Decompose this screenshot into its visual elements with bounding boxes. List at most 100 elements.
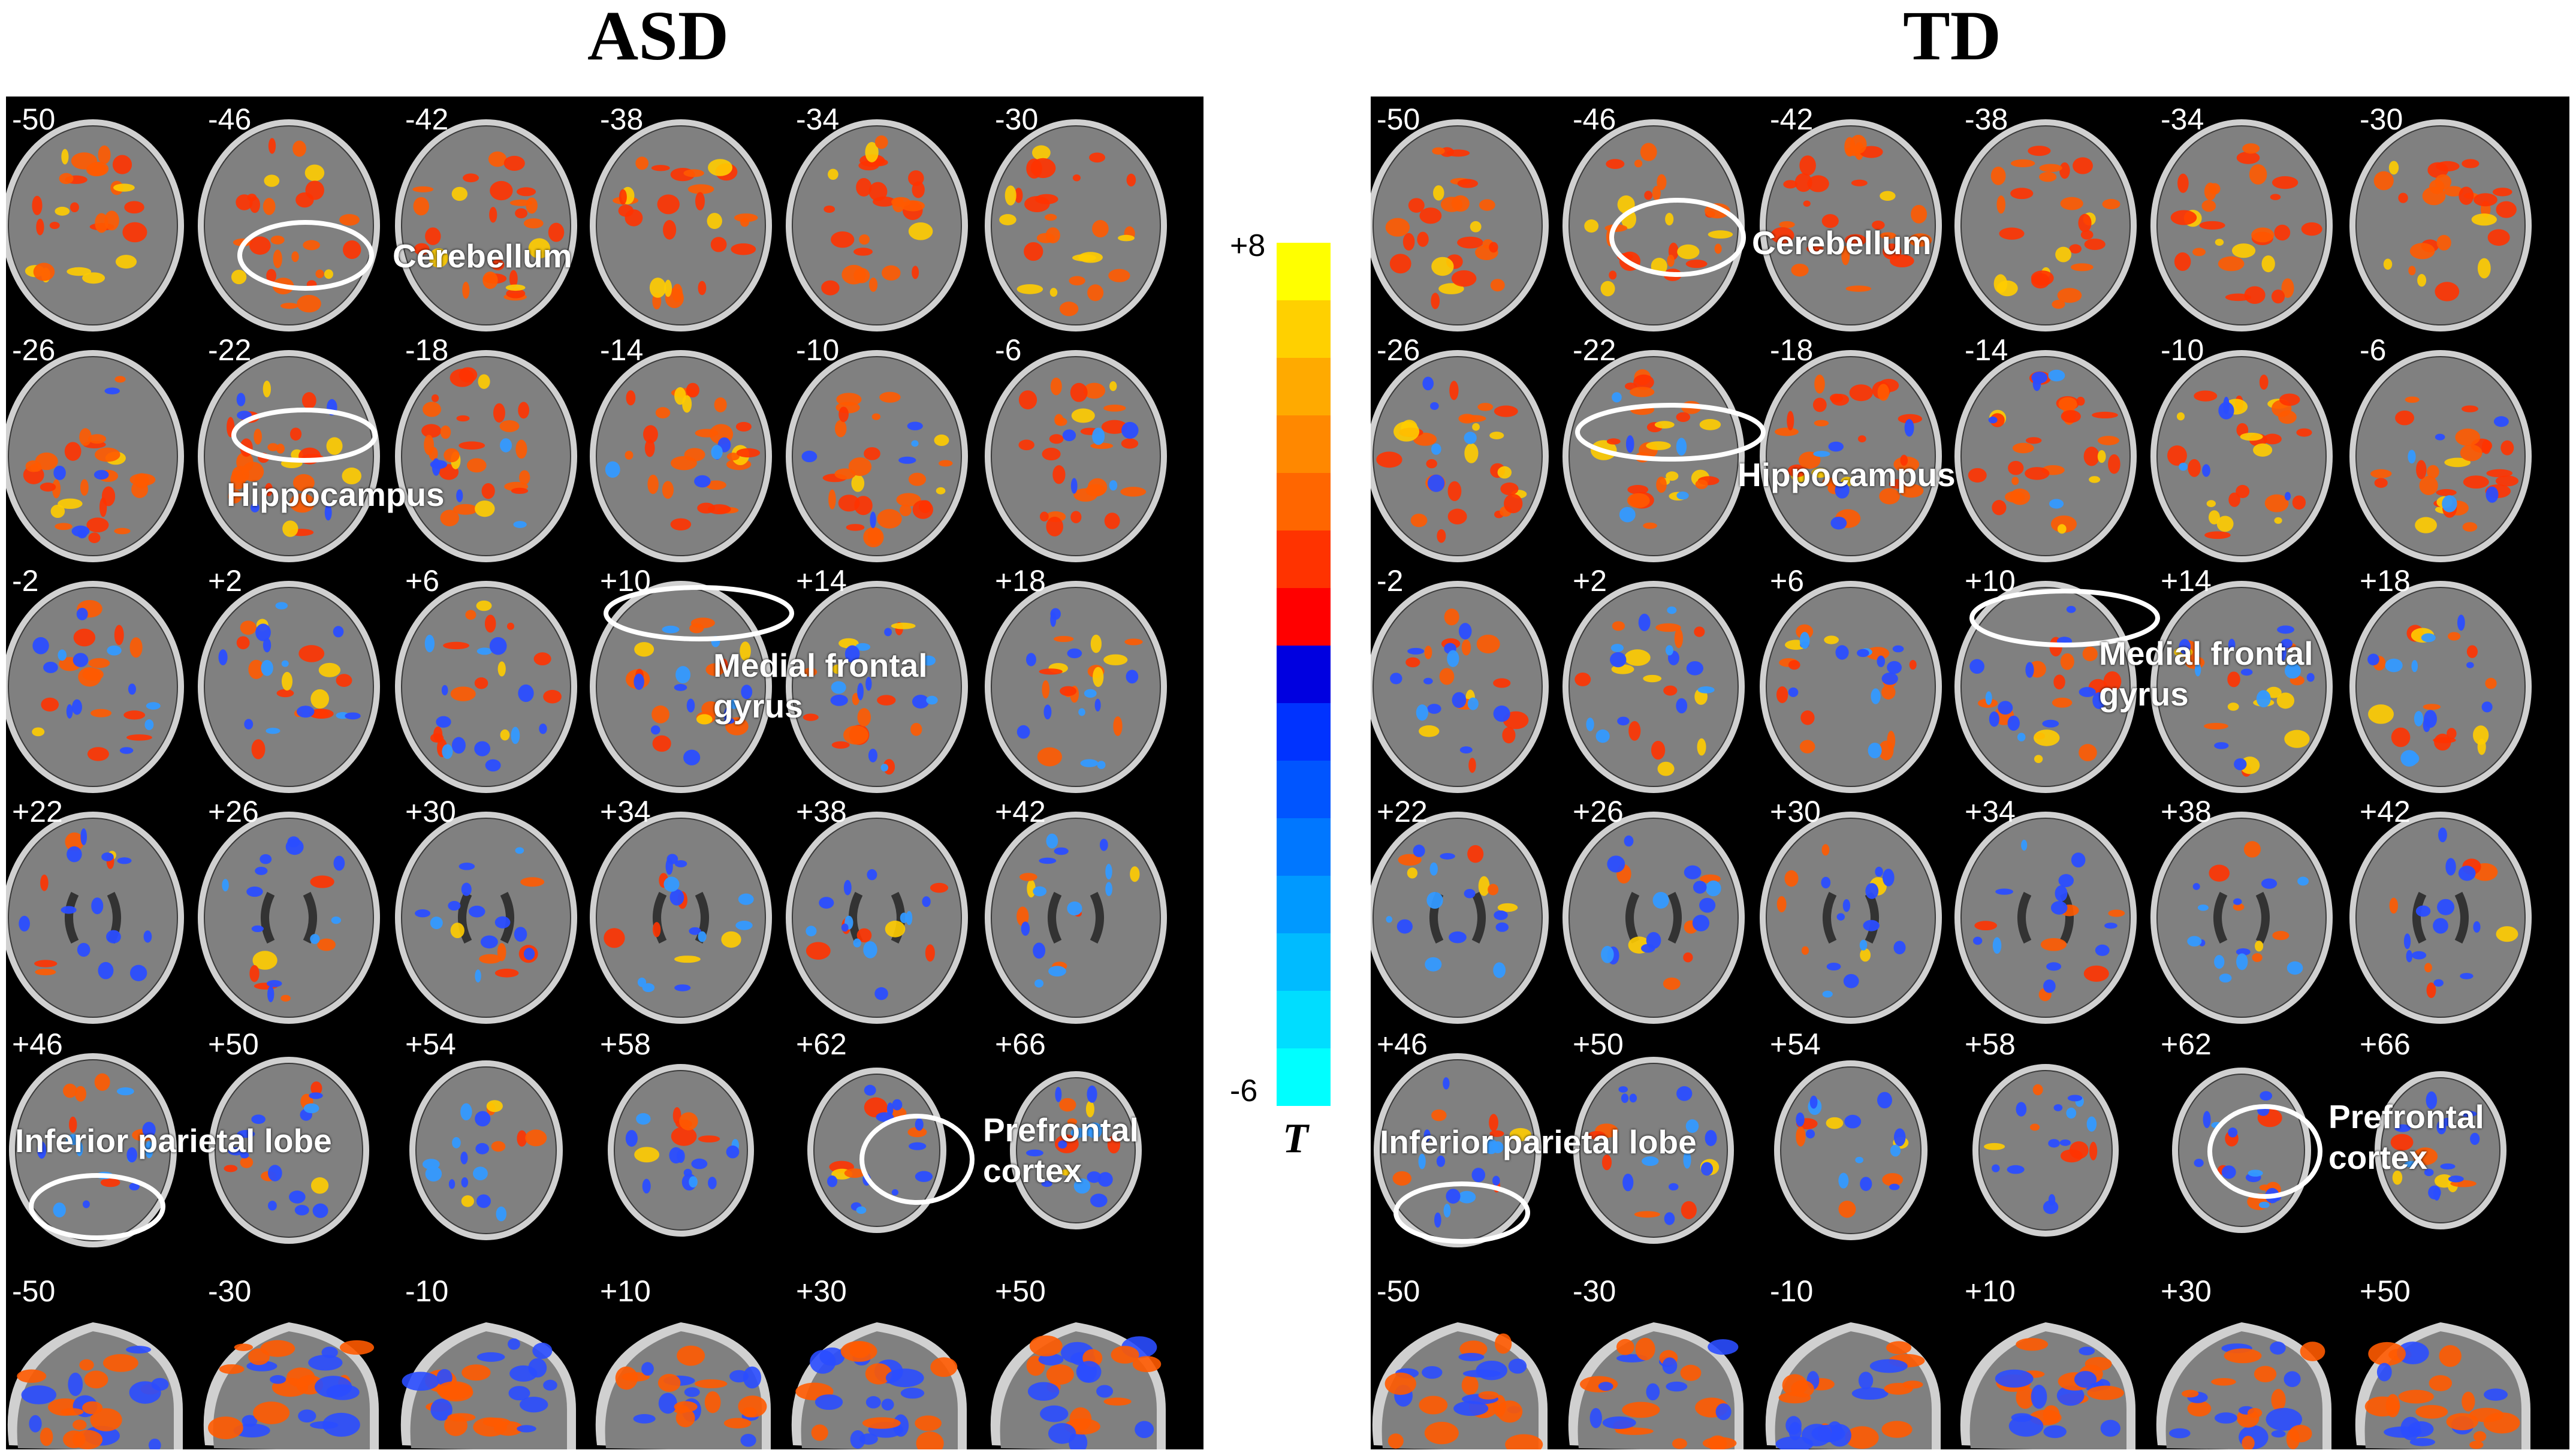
activation-blob — [2059, 162, 2070, 179]
activation-blob — [2416, 460, 2427, 480]
activation-blob — [242, 462, 264, 482]
activation-blob — [2073, 157, 2093, 174]
activation-blob — [2264, 494, 2289, 513]
deactivation-blob — [1427, 474, 1445, 492]
activation-blob — [2029, 1123, 2040, 1131]
axial-slice — [985, 581, 1167, 793]
activation-blob — [64, 442, 82, 461]
activation-blob — [856, 928, 872, 943]
sagittal-coordinate-label: +30 — [796, 1274, 847, 1308]
activation-blob — [1788, 660, 1800, 670]
activation-blob — [32, 195, 43, 215]
activation-blob — [1437, 529, 1446, 543]
activation-blob — [2436, 489, 2457, 496]
activation-blob — [79, 428, 92, 446]
deactivation-blob — [1881, 672, 1898, 685]
activation-blob — [2084, 239, 2106, 251]
activation-blob — [1107, 1135, 1121, 1154]
deactivation-blob — [2236, 948, 2251, 956]
activation-blob — [459, 441, 485, 450]
slice-coordinate-label: -6 — [995, 333, 1022, 367]
deactivation-blob — [2202, 464, 2210, 477]
activation-blob — [1643, 522, 1657, 529]
activation-blob — [1489, 432, 1504, 439]
activation-blob — [2188, 459, 2201, 477]
activation-blob — [1384, 1372, 1416, 1395]
ventricle — [2213, 891, 2270, 944]
activation-blob — [1624, 649, 1651, 666]
activation-blob — [528, 238, 550, 259]
activation-blob — [1488, 884, 1499, 896]
activation-blob — [1995, 1369, 2034, 1388]
activation-blob — [1504, 493, 1523, 514]
ventricle — [2412, 891, 2469, 944]
axial-slice — [786, 812, 968, 1024]
deactivation-blob — [91, 897, 104, 915]
activation-blob — [519, 1397, 548, 1413]
region-label: Medial frontal gyrus — [713, 647, 928, 725]
deactivation-blob — [1446, 1189, 1461, 1204]
deactivation-blob — [468, 905, 485, 918]
activation-blob — [908, 472, 927, 486]
deactivation-blob — [236, 393, 246, 406]
deactivation-blob — [246, 886, 263, 897]
deactivation-blob — [2104, 923, 2117, 929]
activation-blob — [40, 874, 49, 891]
activation-blob — [2255, 940, 2264, 952]
deactivation-blob — [1034, 979, 1044, 988]
activation-blob — [815, 1394, 843, 1410]
activation-blob — [286, 1367, 315, 1388]
deactivation-blob — [1629, 1093, 1637, 1103]
deactivation-blob — [1425, 957, 1442, 972]
sagittal-slice — [7, 1322, 183, 1449]
deactivation-blob — [2404, 1160, 2418, 1168]
deactivation-blob — [53, 465, 66, 480]
activation-blob — [682, 395, 692, 413]
activation-blob — [253, 1401, 290, 1424]
deactivation-blob — [2179, 639, 2191, 655]
deactivation-blob — [66, 704, 73, 719]
activation-blob — [934, 434, 949, 447]
activation-blob — [292, 474, 315, 492]
activation-blob — [1419, 207, 1442, 224]
activation-blob — [126, 1346, 152, 1353]
activation-blob — [249, 196, 260, 213]
activation-blob — [1431, 1109, 1447, 1122]
region-label: Cerebellum — [1752, 224, 1932, 261]
activation-blob — [2466, 645, 2478, 658]
deactivation-blob — [2277, 625, 2294, 634]
activation-blob — [280, 994, 291, 1002]
deactivation-blob — [424, 634, 435, 653]
sagittal-slice — [2355, 1322, 2530, 1449]
activation-blob — [2069, 244, 2082, 254]
deactivation-blob — [843, 880, 852, 896]
deactivation-blob — [475, 969, 481, 983]
activation-blob — [2274, 224, 2291, 241]
activation-blob — [2174, 252, 2191, 272]
activation-blob — [2263, 433, 2282, 445]
deactivation-blob — [1033, 942, 1046, 959]
activation-blob — [2266, 1407, 2303, 1431]
activation-blob — [2281, 278, 2294, 299]
activation-blob — [1588, 1131, 1606, 1140]
deactivation-blob — [1087, 1171, 1102, 1183]
activation-blob — [1681, 1201, 1697, 1219]
activation-blob — [1432, 147, 1445, 155]
axial-slice — [2172, 1068, 2311, 1233]
activation-blob — [114, 625, 124, 646]
deactivation-blob — [2493, 416, 2509, 427]
activation-blob — [2259, 374, 2269, 390]
activation-blob — [1049, 288, 1058, 297]
deactivation-blob — [2457, 614, 2465, 631]
deactivation-blob — [867, 869, 877, 881]
slice-coordinate-label: -2 — [1377, 564, 1404, 598]
deactivation-blob — [1427, 704, 1441, 714]
activation-blob — [310, 875, 334, 888]
activation-blob — [881, 1398, 894, 1411]
deactivation-blob — [1646, 932, 1661, 949]
activation-blob — [930, 882, 949, 893]
activation-blob — [505, 284, 526, 291]
deactivation-blob — [2066, 605, 2076, 613]
activation-blob — [625, 209, 643, 227]
activation-blob — [683, 169, 704, 177]
